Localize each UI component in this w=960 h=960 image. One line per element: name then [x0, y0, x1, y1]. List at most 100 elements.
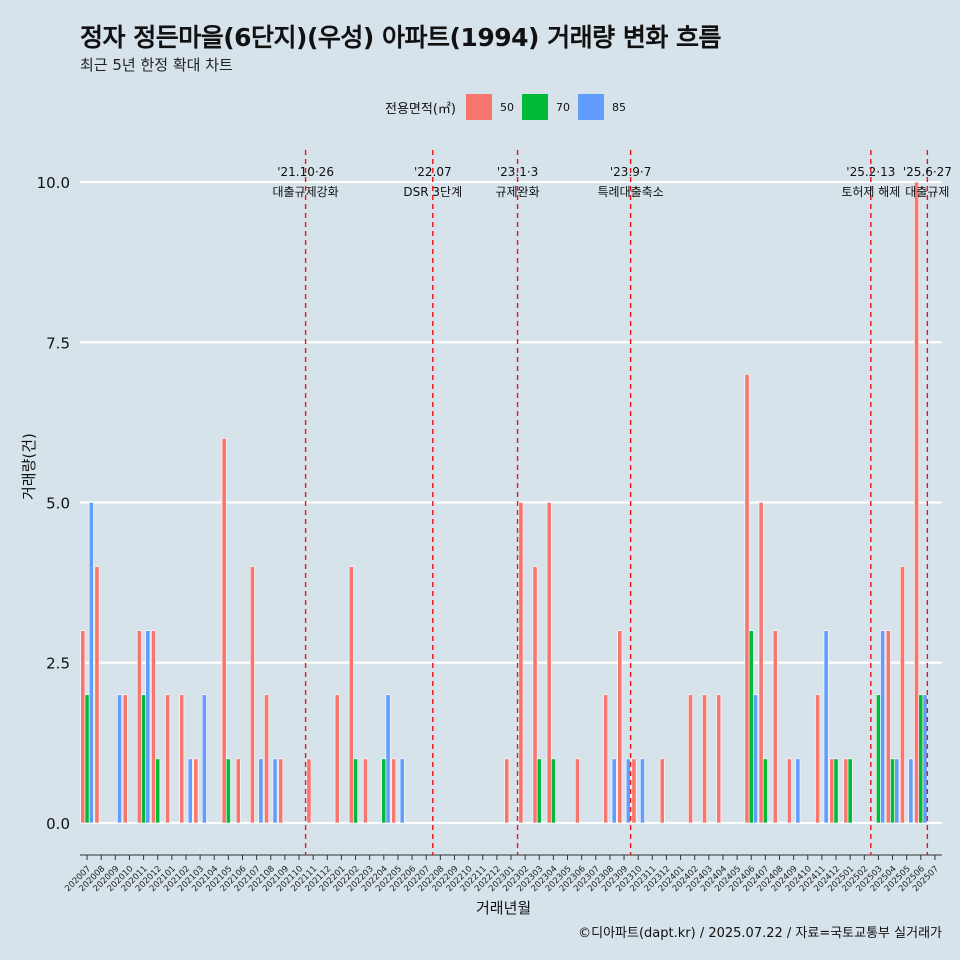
- y-tick-label: 10.0: [37, 174, 70, 192]
- bar-85-202309: [625, 758, 631, 824]
- bar-85-202409: [795, 758, 801, 824]
- bar-50-202108: [264, 694, 269, 824]
- bar-50-202304: [546, 502, 552, 824]
- bar-50-202404: [716, 694, 722, 824]
- legend-swatch-85: [577, 94, 604, 120]
- bar-85-202009: [117, 694, 122, 824]
- source-caption: ©디아파트(dapt.kr) / 2025.07.22 / 자료=국토교통부 실…: [578, 926, 942, 941]
- bar-85-202505: [908, 758, 914, 824]
- bar-70-202504: [890, 758, 895, 824]
- bar-70-202105: [225, 758, 231, 824]
- legend-label-85: 85: [611, 100, 626, 114]
- bar-50-202409: [786, 758, 792, 824]
- bar-50-202303: [532, 566, 538, 824]
- event-label: DSR 3단계: [403, 185, 462, 199]
- bar-70-202412: [833, 758, 839, 824]
- bar-70-202304: [550, 758, 556, 824]
- y-tick-label: 7.5: [46, 334, 70, 352]
- bar-70-202204: [381, 758, 387, 824]
- bar-70-202501: [847, 758, 853, 824]
- bar-50-202101: [165, 694, 171, 824]
- bar-50-202008: [94, 566, 100, 824]
- bar-85-202406: [753, 694, 758, 824]
- legend-label-50: 50: [499, 100, 514, 114]
- bar-50-202306: [574, 758, 580, 824]
- bar-50-202506: [914, 181, 919, 824]
- bar-50-202111: [306, 758, 312, 824]
- bar-85-202107: [258, 758, 264, 824]
- event-label: 규제완화: [495, 185, 539, 199]
- bar-50-202201: [334, 694, 340, 824]
- bar-50-202301: [504, 758, 510, 824]
- bar-50-202412: [829, 758, 835, 824]
- bar-50-202501: [843, 758, 849, 824]
- bar-50-202309: [617, 630, 623, 824]
- bar-50-202012: [151, 630, 156, 824]
- bar-85-202103: [201, 694, 207, 824]
- legend-swatch-50: [465, 94, 492, 120]
- bar-85-202108: [272, 758, 278, 824]
- event-label: 토허제 해제: [841, 185, 900, 199]
- y-tick-label: 0.0: [46, 815, 70, 833]
- event-label: 대출규제강화: [272, 185, 338, 199]
- bar-85-202308: [611, 758, 617, 824]
- legend-item-70: 70: [521, 94, 570, 120]
- y-axis-label: 거래량(건): [20, 433, 38, 500]
- x-axis-label: 거래년월: [476, 899, 532, 917]
- bar-50-202106: [235, 758, 241, 824]
- bar-70-202202: [353, 758, 358, 824]
- bar-50-202310: [631, 758, 637, 824]
- bar-50-202203: [363, 758, 368, 824]
- event-date: '21.10·26: [277, 165, 334, 179]
- bar-50-202103: [193, 758, 199, 824]
- bar-50-202202: [348, 566, 354, 824]
- bar-50-202312: [659, 758, 665, 824]
- bar-85-202411: [823, 630, 829, 824]
- bar-70-202503: [875, 694, 881, 824]
- event-date: '25.6·27: [903, 165, 952, 179]
- bar-85-202506: [922, 694, 928, 824]
- bar-85-202503: [880, 630, 886, 824]
- legend-item-85: 85: [577, 94, 626, 120]
- bar-50-202504: [885, 630, 891, 824]
- legend-item-50: 50: [465, 94, 514, 120]
- bar-85-202102: [187, 758, 193, 824]
- bar-85-202504: [894, 758, 900, 824]
- legend-label-70: 70: [555, 100, 570, 114]
- legend-title: 전용면적(㎡): [385, 101, 456, 117]
- bar-70-202303: [536, 758, 542, 824]
- event-label: 대출규제: [905, 185, 949, 199]
- event-label: 특례대출축소: [597, 185, 663, 199]
- bar-70-202406: [748, 630, 754, 824]
- event-date: '25.2·13: [846, 165, 895, 179]
- bar-50-202408: [772, 630, 778, 824]
- bar-50-202302: [518, 502, 524, 824]
- bar-50-202109: [278, 758, 284, 824]
- bar-50-202205: [391, 758, 397, 824]
- bar-70-202011: [141, 694, 147, 824]
- bar-85-202011: [145, 630, 151, 824]
- bar-50-202107: [249, 566, 255, 824]
- bar-50-202407: [758, 502, 764, 824]
- bar-50-202406: [744, 374, 750, 824]
- bar-50-202102: [179, 694, 185, 824]
- bar-70-202407: [762, 758, 768, 824]
- bar-85-202204: [385, 694, 391, 824]
- bar-50-202403: [702, 694, 708, 824]
- bar-70-202007: [84, 694, 90, 824]
- bar-85-202007: [88, 502, 94, 824]
- bar-50-202105: [221, 438, 227, 824]
- event-date: '23.9·7: [610, 165, 651, 179]
- bar-50-202011: [136, 630, 142, 824]
- legend-swatch-70: [521, 94, 548, 120]
- bar-50-202505: [900, 566, 905, 824]
- bar-85-202205: [399, 758, 405, 824]
- event-date: '22.07: [414, 165, 452, 179]
- bar-50-202402: [688, 694, 693, 824]
- bar-50-202411: [815, 694, 821, 824]
- legend: 전용면적(㎡) 50 70 85: [385, 93, 634, 121]
- bar-50-202308: [603, 694, 609, 824]
- chart-title: 정자 정든마을(6단지)(우성) 아파트(1994) 거래량 변화 흐름: [80, 23, 722, 52]
